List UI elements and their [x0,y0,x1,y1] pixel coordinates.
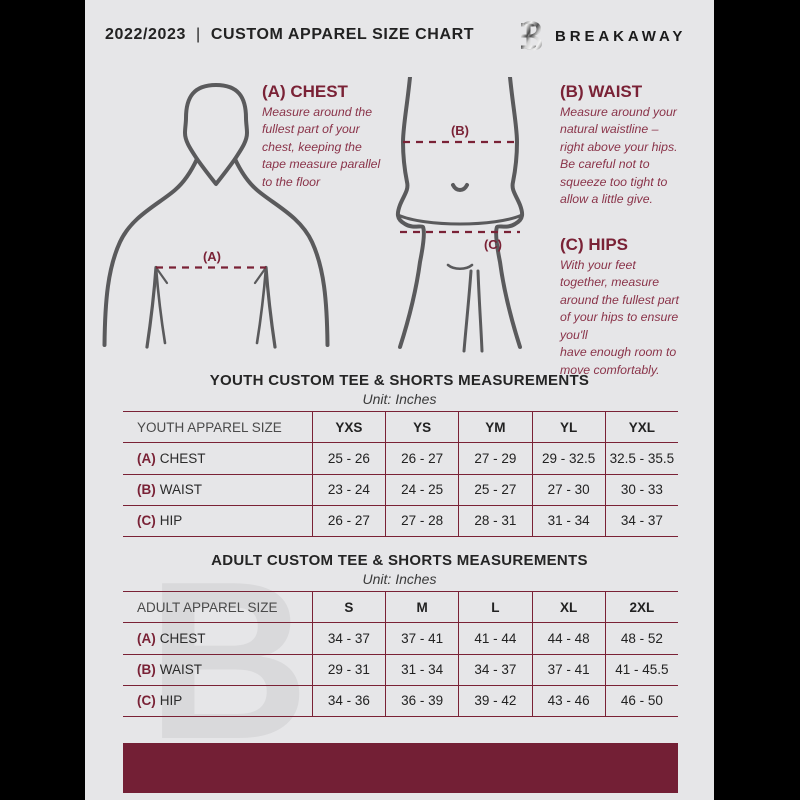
svg-text:(C): (C) [484,237,502,252]
svg-text:(A): (A) [203,249,221,264]
svg-text:(B): (B) [451,123,469,138]
